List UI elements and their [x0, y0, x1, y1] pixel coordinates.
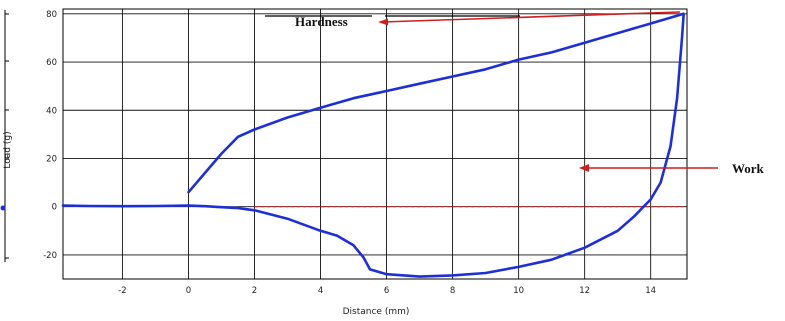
hardness-annotation: Hardness: [265, 11, 681, 29]
x-tick-label: 8: [450, 286, 455, 296]
y-tick-label: 20: [46, 154, 57, 164]
x-tick-label: 2: [252, 286, 257, 296]
series-layer: [61, 12, 685, 278]
x-tick-label: 12: [579, 286, 590, 296]
x-tick-label: 4: [318, 286, 323, 296]
x-tick-labels: -2 0 2 4 6 8 10 12 14: [118, 286, 656, 296]
hardness-label: Hardness: [295, 14, 348, 29]
left-neighbor-panel-fragment: [0, 10, 9, 262]
y-tick-label: 60: [46, 58, 57, 68]
x-tick-label: 0: [186, 286, 191, 296]
left-panel-marker: [0, 205, 6, 211]
hardness-arrow: [381, 11, 681, 23]
y-tick-label: 40: [46, 106, 57, 116]
work-label: Work: [732, 161, 765, 176]
y-tick-label: 80: [46, 10, 57, 20]
x-tick-label: -2: [118, 286, 126, 296]
plot-frame: [62, 8, 688, 280]
load-curve: [61, 12, 685, 278]
work-arrowhead: [579, 164, 589, 172]
grid: [63, 9, 687, 279]
y-tick-label: -20: [43, 251, 57, 261]
y-tick-label: 0: [52, 203, 57, 213]
work-annotation: Work: [579, 161, 765, 176]
x-tick-label: 6: [384, 286, 389, 296]
y-axis-label: Load (g): [3, 131, 13, 168]
hardness-arrowhead: [378, 18, 388, 26]
y-tick-labels: -20 0 20 40 60 80: [43, 10, 57, 261]
x-axis-label: Distance (mm): [343, 307, 410, 317]
x-tick-label: 14: [645, 286, 656, 296]
x-tick-label: 10: [513, 286, 524, 296]
